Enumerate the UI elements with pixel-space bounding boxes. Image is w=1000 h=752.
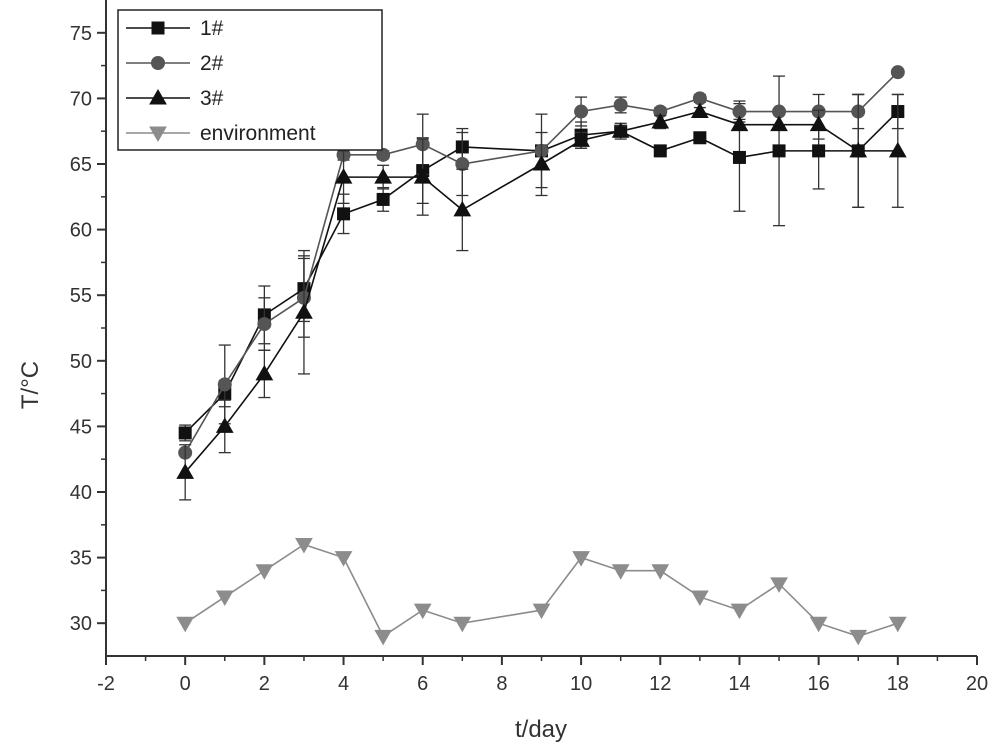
y-tick-label: 75 — [70, 23, 92, 45]
data-point — [652, 565, 668, 579]
y-tick-label: 55 — [70, 285, 92, 307]
data-point — [456, 158, 469, 171]
data-point — [692, 104, 708, 118]
data-point — [773, 145, 785, 157]
x-tick-label: 14 — [728, 673, 750, 695]
x-tick-label: 0 — [180, 673, 191, 695]
y-axis-title: T/°C — [17, 361, 44, 409]
data-point — [256, 565, 272, 579]
data-point — [771, 117, 787, 131]
y-ticks: 30 35 40 45 50 55 60 65 70 75 — [70, 23, 106, 635]
legend-marker — [152, 22, 164, 34]
data-point — [534, 156, 550, 170]
data-point — [731, 604, 747, 618]
data-point — [454, 202, 470, 216]
y-tick-label: 30 — [70, 613, 92, 635]
series-3 — [177, 94, 906, 499]
legend-label: 1# — [200, 17, 224, 40]
x-ticks: -2 0 2 4 6 8 10 12 14 16 18 20 — [97, 656, 988, 695]
data-point — [654, 145, 666, 157]
data-point — [694, 132, 706, 144]
data-point — [296, 304, 312, 318]
data-point — [179, 427, 191, 439]
y-tick-label: 60 — [70, 220, 92, 242]
line-chart: -2 0 2 4 6 8 10 12 14 16 18 20 30 35 40 45 50 55 60 65 70 75… — [0, 0, 1000, 752]
data-point — [454, 617, 470, 631]
data-point — [218, 378, 231, 391]
data-point — [258, 318, 271, 331]
legend-label: environment — [200, 122, 316, 145]
data-point — [415, 604, 431, 618]
legend-label: 3# — [200, 87, 224, 110]
data-point — [375, 630, 391, 644]
data-point — [338, 208, 350, 220]
legend: 1# 2# 3# environment — [118, 10, 382, 150]
data-point — [377, 193, 389, 205]
data-point — [575, 105, 588, 118]
x-tick-label: 12 — [649, 673, 671, 695]
y-tick-label: 35 — [70, 548, 92, 570]
x-tick-label: 4 — [338, 673, 349, 695]
data-point — [731, 117, 747, 131]
data-point — [733, 151, 745, 163]
legend-marker — [152, 57, 165, 70]
series-environment — [177, 538, 906, 644]
x-tick-label: 20 — [966, 673, 988, 695]
legend-label: 2# — [200, 52, 224, 75]
y-tick-label: 70 — [70, 88, 92, 110]
x-axis-title: t/day — [515, 716, 567, 743]
data-point — [890, 617, 906, 631]
data-point — [217, 591, 233, 605]
data-point — [217, 418, 233, 432]
data-point — [811, 617, 827, 631]
data-point — [256, 366, 272, 380]
data-point — [891, 66, 904, 79]
x-tick-label: -2 — [97, 673, 115, 695]
data-point — [813, 145, 825, 157]
data-point — [614, 98, 627, 111]
data-point — [573, 552, 589, 566]
data-point — [811, 117, 827, 131]
x-tick-label: 8 — [496, 673, 507, 695]
x-tick-label: 18 — [887, 673, 909, 695]
data-point — [613, 565, 629, 579]
data-point — [850, 630, 866, 644]
series-line — [185, 544, 898, 636]
data-point — [890, 143, 906, 157]
x-tick-label: 10 — [570, 673, 592, 695]
x-tick-label: 2 — [259, 673, 270, 695]
data-point — [296, 538, 312, 552]
data-point — [336, 552, 352, 566]
y-tick-label: 45 — [70, 416, 92, 438]
x-tick-label: 16 — [808, 673, 830, 695]
y-tick-label: 50 — [70, 351, 92, 373]
x-tick-label: 6 — [417, 673, 428, 695]
y-tick-label: 65 — [70, 154, 92, 176]
data-point — [375, 169, 391, 183]
series-layer — [177, 66, 906, 645]
data-point — [692, 591, 708, 605]
y-tick-label: 40 — [70, 482, 92, 504]
data-point — [177, 617, 193, 631]
